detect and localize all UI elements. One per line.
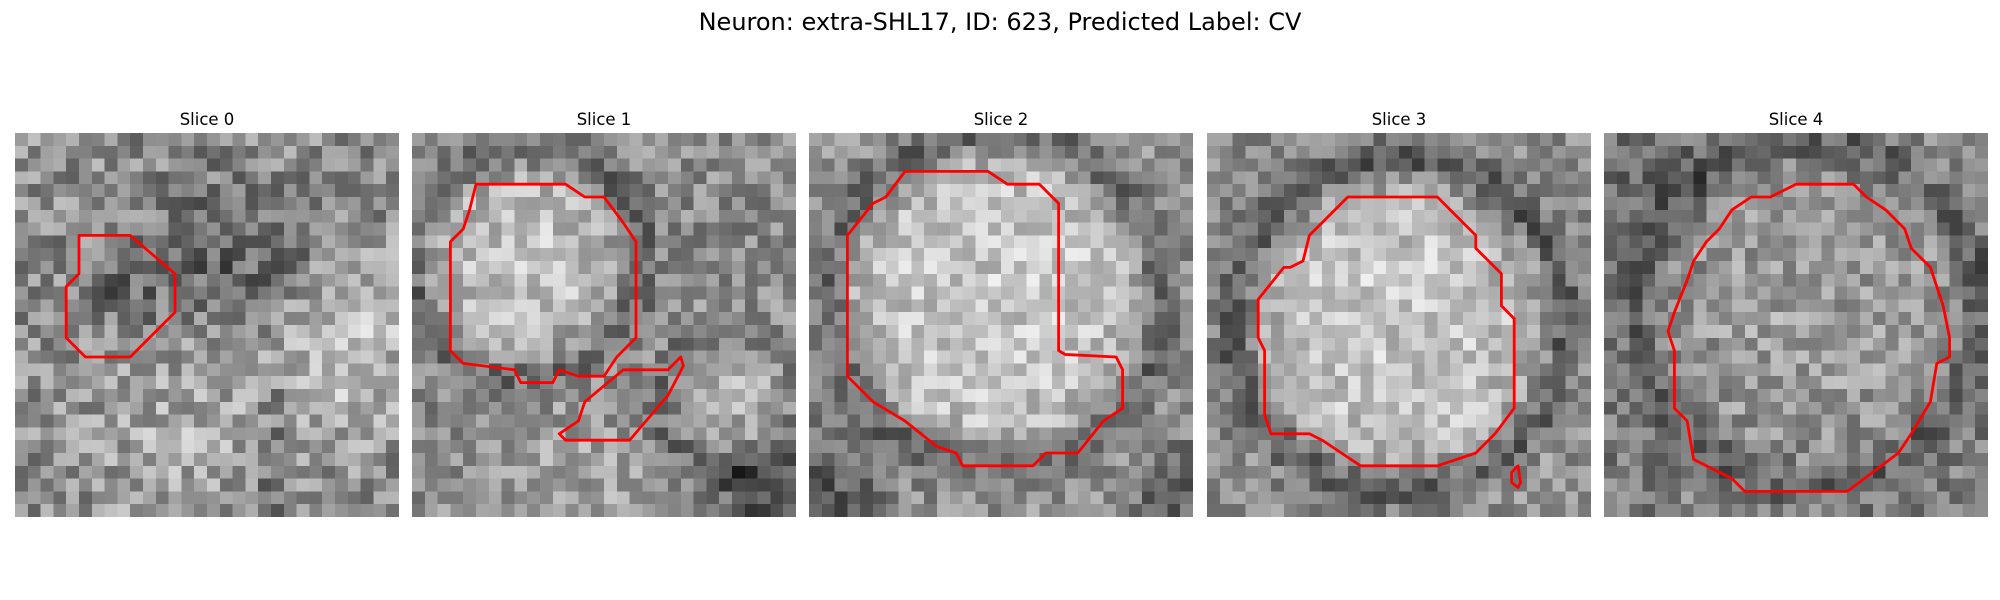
slice-panel-4: Slice 4	[1604, 108, 1988, 518]
slice-image-0	[15, 133, 399, 517]
segmentation-contour	[847, 171, 1122, 465]
slice-panel-1: Slice 1	[412, 108, 796, 518]
segmentation-contour	[559, 357, 683, 440]
slice-image-4	[1604, 133, 1988, 517]
pixel-grid	[1207, 133, 1591, 517]
pixel-grid	[412, 133, 796, 517]
slice-title-3: Slice 3	[1371, 110, 1427, 129]
segmentation-contour	[1258, 197, 1514, 466]
segmentation-contour	[1512, 466, 1521, 488]
segmentation-contour	[1668, 184, 1950, 491]
slice-title-1: Slice 1	[576, 110, 632, 129]
slice-panel-2: Slice 2	[809, 108, 1193, 518]
figure-title: Neuron: extra-SHL17, ID: 623, Predicted …	[698, 8, 1302, 36]
slice-title-2: Slice 2	[973, 110, 1029, 129]
slice-panel-3: Slice 3	[1207, 108, 1591, 518]
pixel-grid	[809, 133, 1193, 517]
pixel-grid	[1604, 133, 1988, 517]
slice-panel-0: Slice 0	[15, 108, 399, 518]
slice-title-4: Slice 4	[1768, 110, 1824, 129]
slice-title-0: Slice 0	[179, 110, 235, 129]
slice-image-3	[1207, 133, 1591, 517]
segmentation-contour	[66, 235, 175, 357]
segmentation-contour	[450, 184, 636, 382]
slice-image-1	[412, 133, 796, 517]
pixel-grid	[15, 133, 399, 517]
slice-image-2	[809, 133, 1193, 517]
